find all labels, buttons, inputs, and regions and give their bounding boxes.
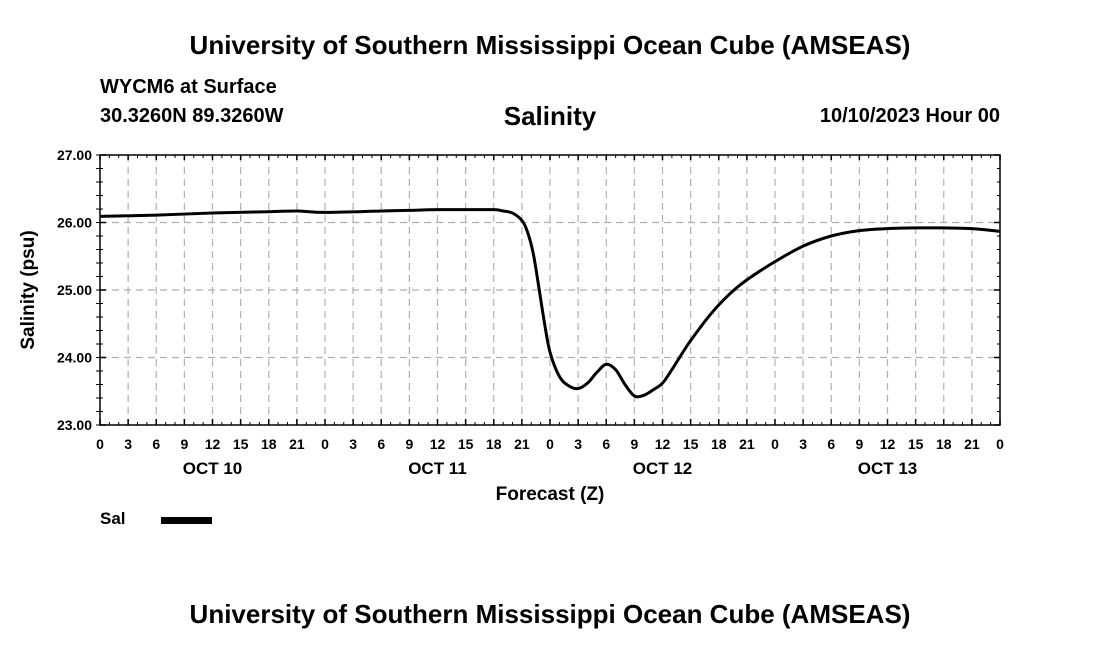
x-day-label: OCT 11	[408, 459, 467, 478]
x-tick-label: 15	[458, 436, 474, 452]
x-tick-label: 15	[908, 436, 924, 452]
legend-swatch	[161, 517, 212, 524]
x-tick-label: 3	[349, 436, 357, 452]
x-tick-label: 15	[233, 436, 249, 452]
x-tick-label: 18	[486, 436, 502, 452]
x-tick-label: 12	[880, 436, 896, 452]
x-tick-label: 6	[152, 436, 160, 452]
footer-title: University of Southern Mississippi Ocean…	[189, 599, 911, 629]
x-tick-label: 0	[321, 436, 329, 452]
x-tick-label: 21	[289, 436, 305, 452]
x-tick-label: 0	[546, 436, 554, 452]
x-day-label: OCT 10	[183, 459, 243, 478]
y-tick-label: 24.00	[57, 350, 92, 366]
x-tick-label: 21	[514, 436, 530, 452]
x-day-label: OCT 12	[633, 459, 693, 478]
chart-source-title: University of Southern Mississippi Ocean…	[189, 30, 911, 60]
x-tick-label: 21	[739, 436, 755, 452]
chart-title: Salinity	[503, 101, 597, 131]
x-tick-label: 0	[996, 436, 1004, 452]
x-tick-label: 12	[655, 436, 671, 452]
x-tick-label: 0	[771, 436, 779, 452]
y-tick-label: 27.00	[57, 147, 92, 163]
x-day-label: OCT 13	[858, 459, 918, 478]
x-tick-label: 3	[574, 436, 582, 452]
x-tick-label: 3	[799, 436, 807, 452]
series-line-sal	[99, 208, 1001, 399]
x-tick-label: 18	[711, 436, 727, 452]
x-tick-label: 15	[683, 436, 699, 452]
x-axis-title: Forecast (Z)	[496, 484, 605, 505]
x-tick-label: 9	[180, 436, 188, 452]
x-tick-label: 18	[261, 436, 277, 452]
station-label: WYCM6 at Surface	[100, 76, 277, 98]
forecast-date: 10/10/2023 Hour 00	[819, 105, 1000, 127]
x-tick-label: 6	[377, 436, 385, 452]
y-tick-label: 23.00	[57, 417, 92, 433]
x-tick-label: 21	[964, 436, 980, 452]
x-tick-label: 18	[936, 436, 952, 452]
y-tick-label: 26.00	[57, 215, 92, 231]
x-tick-label: 9	[405, 436, 413, 452]
x-tick-label: 6	[602, 436, 610, 452]
x-tick-label: 9	[630, 436, 638, 452]
x-tick-label: 3	[124, 436, 132, 452]
x-tick-label: 0	[96, 436, 104, 452]
x-tick-label: 12	[430, 436, 446, 452]
x-tick-label: 12	[205, 436, 221, 452]
coordinates-label: 30.3260N 89.3260W	[100, 105, 284, 127]
y-tick-label: 25.00	[57, 282, 92, 298]
y-axis-title: Salinity (psu)	[18, 230, 39, 349]
legend-label: Sal	[100, 509, 126, 528]
x-tick-label: 9	[855, 436, 863, 452]
x-tick-label: 6	[827, 436, 835, 452]
